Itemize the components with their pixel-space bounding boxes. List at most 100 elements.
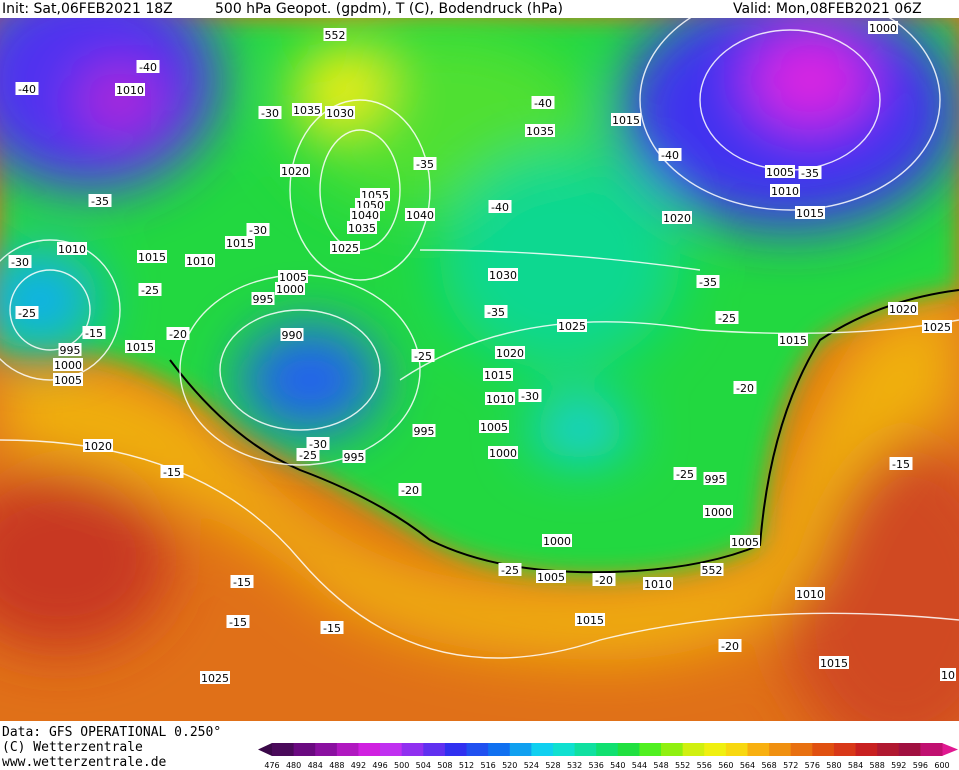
contour-label: 1030 (326, 107, 354, 120)
contour-label-box (488, 200, 512, 213)
contour-label: 1015 (796, 207, 824, 220)
contour-label: 1025 (923, 321, 951, 334)
contour-label: 1010 (186, 255, 214, 268)
contour-label-box (770, 184, 800, 197)
colorbar-arrow-right (942, 743, 958, 756)
colorbar-label: 596 (913, 761, 928, 770)
contour-label-box (296, 448, 320, 461)
contour-label-box (700, 563, 724, 576)
contour-label-box (575, 613, 605, 626)
contour-label: -35 (801, 167, 819, 180)
contour-label: 1025 (558, 320, 586, 333)
contour-label-box (703, 472, 727, 485)
colorbar-swatch (336, 743, 359, 756)
contour-label: 1020 (663, 212, 691, 225)
contour-label-box (485, 392, 515, 405)
contour-label: 1025 (331, 242, 359, 255)
contour-label-box (798, 166, 822, 179)
contour-label-box (15, 82, 39, 95)
contour-label-box (483, 368, 513, 381)
contour-label: 1005 (537, 571, 565, 584)
contour-label: 1010 (116, 84, 144, 97)
contour-label-box (715, 311, 739, 324)
contour-label: 1000 (704, 506, 732, 519)
contour-label: -35 (487, 306, 505, 319)
colorbar-label: 564 (740, 761, 755, 770)
colorbar-label: 508 (437, 761, 452, 770)
colorbar-label: 492 (351, 761, 366, 770)
contour-label: -20 (595, 574, 613, 587)
colorbar-label: 600 (934, 761, 949, 770)
contour-label: -20 (736, 382, 754, 395)
contour-label: 1000 (489, 447, 517, 460)
contour-label: 1010 (796, 588, 824, 601)
colorbar-swatch (682, 743, 705, 756)
contour-label: 1035 (293, 104, 321, 117)
contour-label: 1020 (889, 303, 917, 316)
contour-label-box (330, 241, 360, 254)
contour-label: -40 (18, 83, 36, 96)
contour-label: 1010 (486, 393, 514, 406)
colorbar-label: 512 (459, 761, 474, 770)
contour-label-box (778, 333, 808, 346)
contour-label: 1015 (484, 369, 512, 382)
colorbar-swatch (531, 743, 554, 756)
colorbar-label: 584 (848, 761, 863, 770)
colorbar-swatch (552, 743, 576, 756)
contour-label-box (488, 268, 518, 281)
contour-label-box (58, 343, 82, 356)
contour-label: -25 (299, 449, 317, 462)
contour-label: 1015 (779, 334, 807, 347)
contour-label-box (115, 83, 145, 96)
colorbar-label: 520 (502, 761, 517, 770)
colorbar-swatch (466, 743, 489, 756)
contour-label-box (718, 639, 742, 652)
contour-label: -35 (699, 276, 717, 289)
colorbar-label: 572 (783, 761, 798, 770)
contour-label: -15 (163, 466, 181, 479)
colorbar-swatch (596, 743, 619, 756)
contour-label: 1020 (496, 347, 524, 360)
contour-label: -40 (491, 201, 509, 214)
colorbar-label: 496 (372, 761, 387, 770)
contour-label-box (306, 437, 330, 450)
contour-label: 1035 (348, 222, 376, 235)
contour-label-box (484, 305, 508, 318)
contour-label-box (57, 242, 87, 255)
contour-label-box (342, 450, 366, 463)
contour-label: 1005 (480, 421, 508, 434)
contour-label-box (940, 668, 956, 681)
contour-label: 1000 (276, 283, 304, 296)
contour-label-box (125, 340, 155, 353)
contour-label-box (643, 577, 673, 590)
contour-label-box (160, 465, 184, 478)
contour-label: -15 (233, 576, 251, 589)
colorbar-swatch (855, 743, 878, 756)
colorbar: 476 480 484 488 492 496 500 504 508 512 516 520 524 5… (258, 743, 958, 770)
contour-label-box (280, 164, 310, 177)
contour-label-box (246, 223, 270, 236)
colorbar-swatch (898, 743, 921, 756)
contour-label-box (592, 573, 616, 586)
contour-label-box (733, 381, 757, 394)
contour-label-box (15, 306, 39, 319)
contour-label: -40 (534, 97, 552, 110)
contour-label: 995 (344, 451, 365, 464)
website: www.wetterzentrale.de (2, 755, 167, 770)
colorbar-swatch (574, 743, 597, 756)
colorbar-swatch (509, 743, 532, 756)
contour-label: 1040 (351, 209, 379, 222)
contour-label-box (531, 96, 555, 109)
contour-label-box (819, 656, 849, 669)
contour-label-box (795, 206, 825, 219)
colorbar-swatch (293, 743, 316, 756)
contour-label: 1000 (54, 359, 82, 372)
contour-label: 1005 (279, 271, 307, 284)
colorbar-label: 516 (480, 761, 495, 770)
colorbar-label: 484 (308, 761, 323, 770)
colorbar-swatch (877, 743, 900, 756)
contour-label: 1040 (406, 209, 434, 222)
contour-label-box (488, 446, 518, 459)
contour-label: 552 (325, 29, 346, 42)
